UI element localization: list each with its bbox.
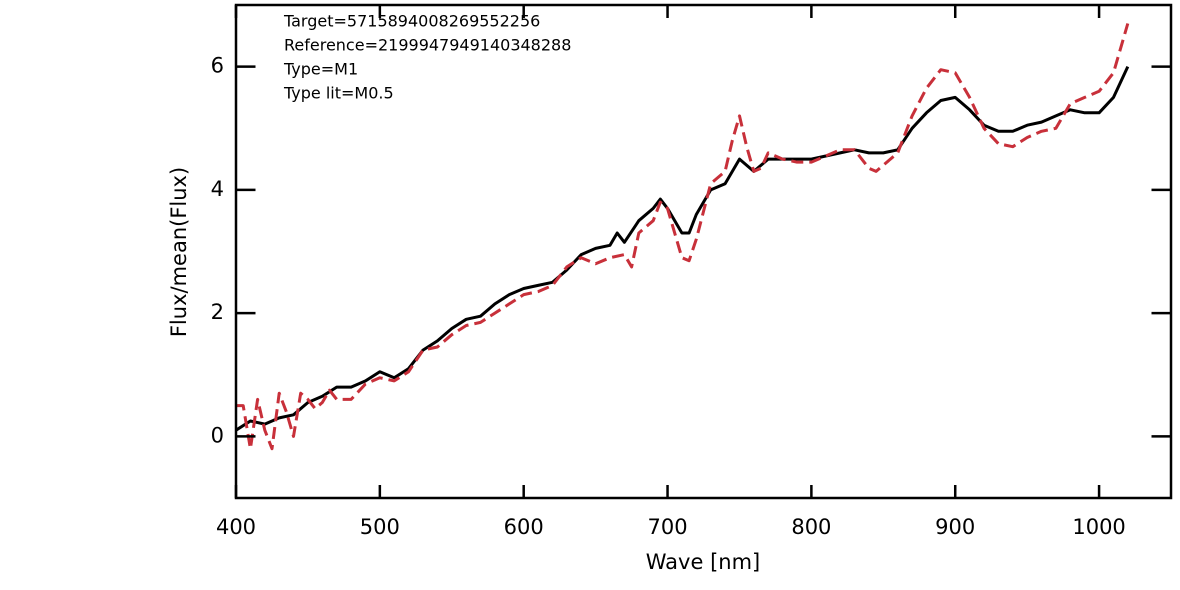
- annotation: Type=M1: [283, 60, 358, 79]
- y-axis-label: Flux/mean(Flux): [167, 167, 191, 337]
- x-tick-label: 400: [216, 515, 256, 539]
- x-tick-label: 900: [935, 515, 975, 539]
- x-tick-label: 500: [360, 515, 400, 539]
- x-tick-label: 1000: [1072, 515, 1125, 539]
- y-tick-label: 4: [211, 177, 224, 201]
- x-tick-label: 800: [791, 515, 831, 539]
- x-tick-label: 600: [504, 515, 544, 539]
- data-line: [236, 23, 1130, 451]
- annotation: Target=5715894008269552256: [283, 12, 540, 31]
- annotation: Reference=2199947949140348288: [284, 36, 571, 55]
- x-tick-label: 700: [647, 515, 687, 539]
- y-tick-label: 6: [211, 54, 224, 78]
- x-axis-label: Wave [nm]: [646, 550, 760, 574]
- annotation: Type lit=M0.5: [283, 84, 394, 103]
- data-line: [236, 65, 1130, 432]
- plot-frame: [234, 3, 1173, 500]
- y-tick-label: 0: [211, 423, 224, 447]
- y-tick-label: 2: [211, 300, 224, 324]
